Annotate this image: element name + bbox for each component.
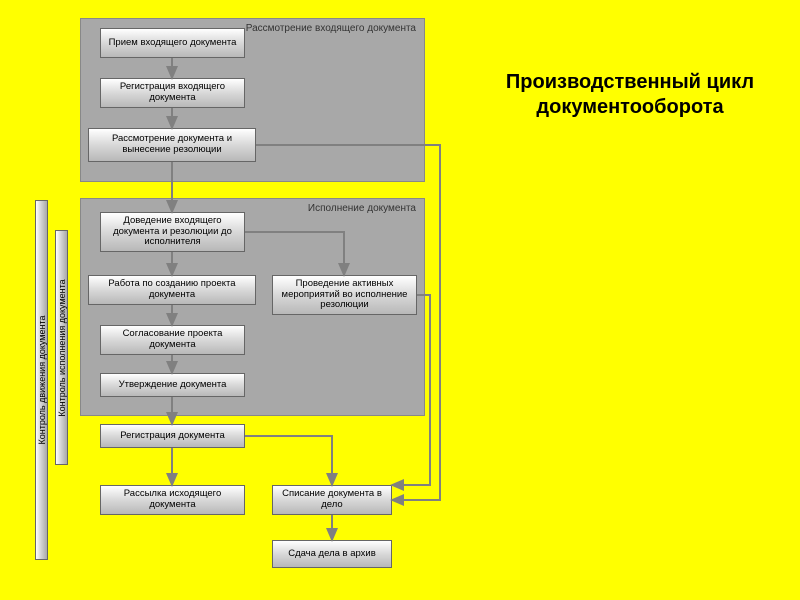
- node-archive: Сдача дела в архив: [272, 540, 392, 568]
- node-register-doc: Регистрация документа: [100, 424, 245, 448]
- node-deliver-executor: Доведение входящего документа и резолюци…: [100, 212, 245, 252]
- panel-execution-label: Исполнение документа: [308, 203, 416, 215]
- node-writeoff-file: Списание документа в дело: [272, 485, 392, 515]
- node-review-resolution: Рассмотрение документа и вынесение резол…: [88, 128, 256, 162]
- arrow: [245, 436, 332, 485]
- vbar-movement-label: Контроль движения документа: [37, 316, 47, 445]
- vbar-execution-control: Контроль исполнения документа: [55, 230, 68, 465]
- vbar-execution-label: Контроль исполнения документа: [57, 279, 67, 416]
- node-dispatch-outgoing: Рассылка исходящего документа: [100, 485, 245, 515]
- node-receive: Прием входящего документа: [100, 28, 245, 58]
- diagram-title: Производственный цикл документооборота: [490, 70, 770, 120]
- node-draft-work: Работа по созданию проекта документа: [88, 275, 256, 305]
- node-register-incoming: Регистрация входящего документа: [100, 78, 245, 108]
- node-confirmation: Утверждение документа: [100, 373, 245, 397]
- node-active-measures: Проведение активных мероприятий во испол…: [272, 275, 417, 315]
- panel-review-label: Рассмотрение входящего документа: [246, 23, 416, 35]
- node-approval: Согласование проекта документа: [100, 325, 245, 355]
- vbar-movement-control: Контроль движения документа: [35, 200, 48, 560]
